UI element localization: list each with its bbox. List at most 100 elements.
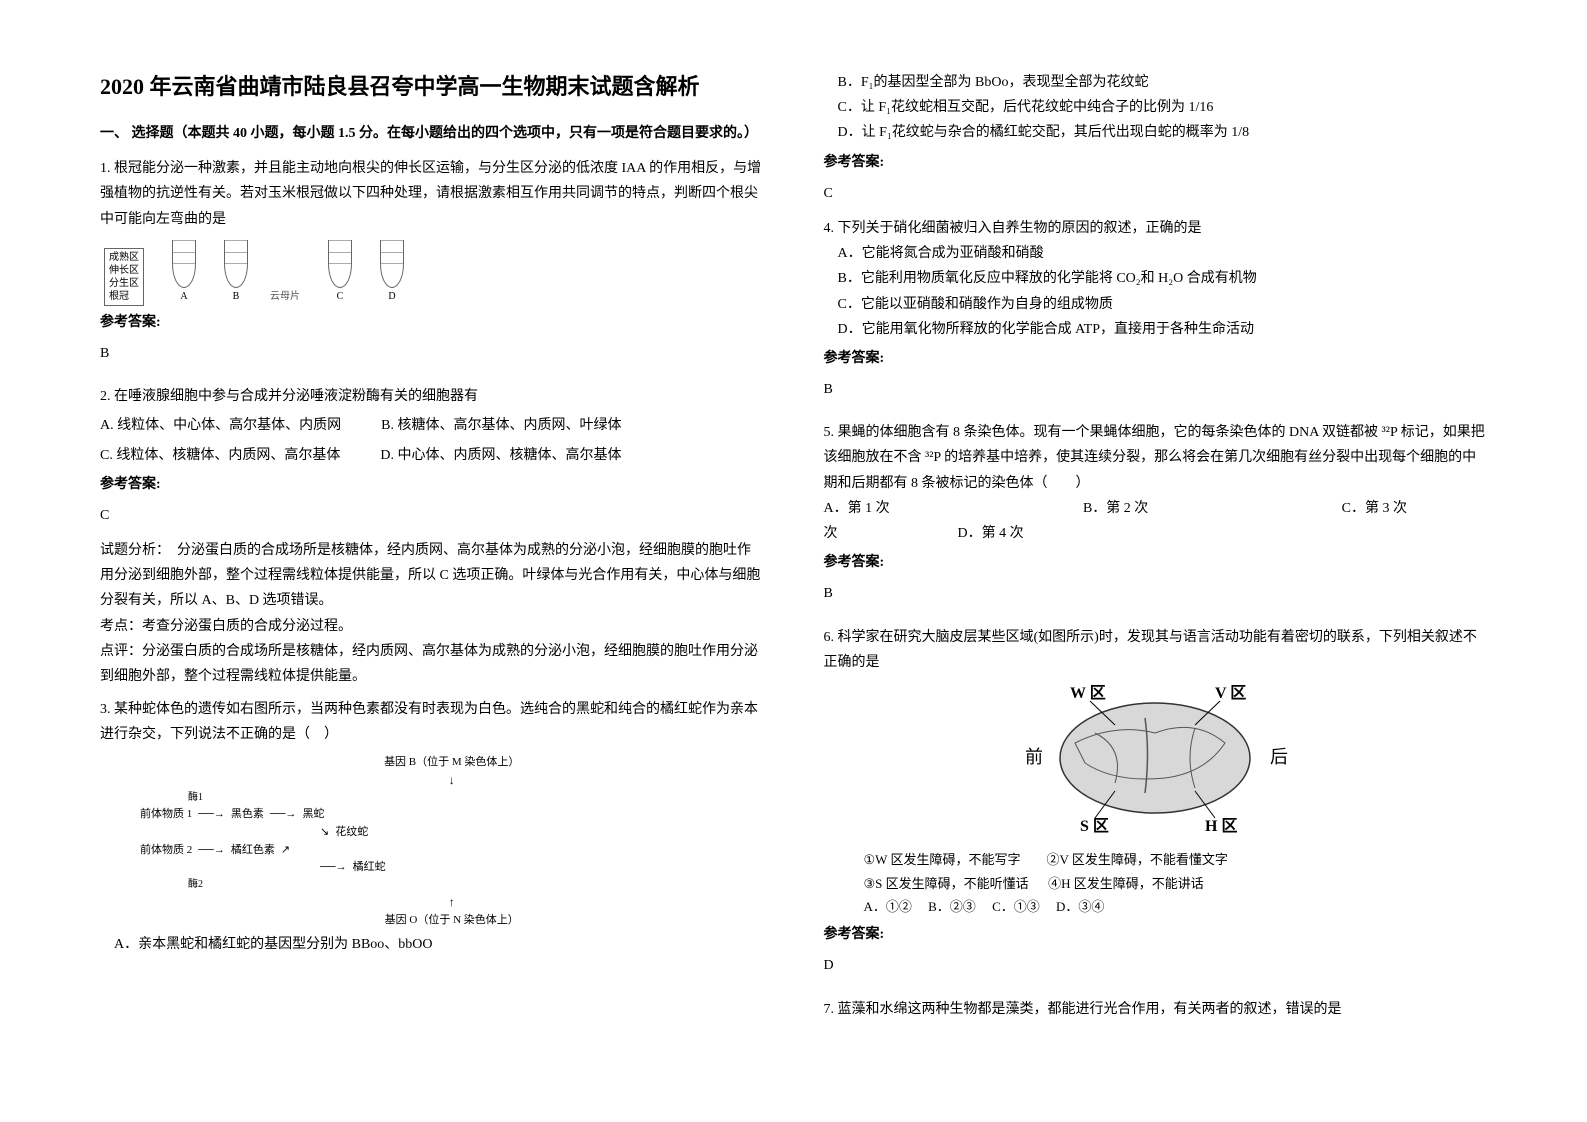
opt-a-label: A	[180, 288, 187, 306]
w-label: W 区	[1070, 684, 1106, 702]
question-1: 1. 根冠能分泌一种激素，并且能主动地向根尖的伸长区运输，与分生区分泌的低浓度 …	[100, 156, 764, 376]
arrow-right-icon: ──→	[270, 806, 297, 824]
q1-diagram: 成熟区 伸长区 分生区 根冠 A B 云母片 C	[100, 240, 764, 306]
label-mature: 成熟区	[109, 251, 139, 264]
q6-opt-a: A．①②	[864, 899, 912, 914]
precursor1: 前体物质 1	[140, 806, 192, 824]
q5-ans: B	[824, 581, 1488, 606]
question-5: 5. 果蝇的体细胞含有 8 条染色体。现有一个果蝇体细胞，它的每条染色体的 DN…	[824, 420, 1488, 616]
q5-opt-b: B．第 2 次	[1083, 496, 1148, 521]
q2-exp2: 考点：考查分泌蛋白质的合成分泌过程。	[100, 614, 764, 639]
arrow-down-icon: ↓	[140, 771, 764, 790]
q5-opt-a: A．第 1 次	[824, 496, 890, 521]
pattern-snake: 花纹蛇	[335, 824, 368, 842]
q4-opt-d: D．它能用氧化物所释放的化学能合成 ATP，直接用于各种生命活动	[824, 317, 1488, 342]
q4-opt-a: A．它能将氮合成为亚硝酸和硝酸	[824, 241, 1488, 266]
q3-opt-a: A．亲本黑蛇和橘红蛇的基因型分别为 BBoo、bbOO	[100, 932, 764, 957]
q6-s4: ④H 区发生障碍，不能讲话	[1048, 876, 1204, 891]
q3-opt-d: D．让 F₁花纹蛇与杂合的橘红蛇交配，其后代出现白蛇的概率为 1/8	[824, 120, 1488, 145]
q1-ans-label: 参考答案:	[100, 310, 764, 335]
s-label: S 区	[1080, 817, 1109, 833]
q2-opt-d: D. 中心体、内质网、核糖体、高尔基体	[380, 443, 621, 468]
question-6: 6. 科学家在研究大脑皮层某些区域(如图所示)时，发现其与语言活动功能有着密切的…	[824, 625, 1488, 989]
gene-o-label: 基因 O（位于 N 染色体上）	[140, 912, 764, 930]
q5-ci: 次	[824, 521, 838, 546]
h-label: H 区	[1205, 817, 1237, 833]
right-column: B．F₁的基因型全部为 BbOo，表现型全部为花纹蛇 C．让 F₁花纹蛇相互交配…	[824, 70, 1488, 1082]
q6-text: 6. 科学家在研究大脑皮层某些区域(如图所示)时，发现其与语言活动功能有着密切的…	[824, 625, 1488, 675]
root-d: D	[380, 240, 404, 306]
q2-text: 2. 在唾液腺细胞中参与合成并分泌唾液淀粉酶有关的细胞器有	[100, 384, 764, 409]
brain-svg-icon: W 区 V 区 S 区 H 区 前 后	[995, 683, 1315, 833]
q2-opt-c: C. 线粒体、核糖体、内质网、高尔基体	[100, 443, 340, 468]
arrow-branch-icon: ↗	[281, 842, 290, 860]
q2-opt-b: B. 核糖体、高尔基体、内质网、叶绿体	[381, 413, 621, 438]
root-c: C	[328, 240, 352, 306]
arrow-right-icon: ──→	[198, 806, 225, 824]
q6-opt-c: C．①③	[992, 899, 1040, 914]
q4-ans-label: 参考答案:	[824, 346, 1488, 371]
arrow-right-icon: ──→	[320, 859, 347, 877]
opt-d-label: D	[388, 288, 395, 306]
q2-exp3: 点评：分泌蛋白质的合成场所是核糖体，经内质网、高尔基体为成熟的分泌小泡，经细胞膜…	[100, 639, 764, 689]
question-4: 4. 下列关于硝化细菌被归入自养生物的原因的叙述，正确的是 A．它能将氮合成为亚…	[824, 216, 1488, 412]
mica-label: 云母片	[270, 288, 300, 306]
v-label: V 区	[1215, 684, 1246, 702]
q4-ans: B	[824, 377, 1488, 402]
arrow-up-icon: ↑	[140, 893, 764, 912]
q4-opt-b: B．它能利用物质氧化反应中释放的化学能将 CO₂和 H₂O 合成有机物	[824, 266, 1488, 291]
label-meristem: 分生区	[109, 277, 139, 290]
root-a: A	[172, 240, 196, 306]
enzyme2: 酶2	[140, 877, 764, 893]
question-7: 7. 蓝藻和水绵这两种生物都是藻类，都能进行光合作用，有关两者的叙述，错误的是	[824, 997, 1488, 1022]
opt-c-label: C	[337, 288, 344, 306]
arrow-right-icon: ──→	[198, 842, 225, 860]
q1-text: 1. 根冠能分泌一种激素，并且能主动地向根尖的伸长区运输，与分生区分泌的低浓度 …	[100, 156, 764, 232]
question-2: 2. 在唾液腺细胞中参与合成并分泌唾液淀粉酶有关的细胞器有 A. 线粒体、中心体…	[100, 384, 764, 689]
q5-opt-d: D．第 4 次	[958, 521, 1024, 546]
q6-diagram: W 区 V 区 S 区 H 区 前 后 ①W 区发生障碍，不能写字 ②V 区发生…	[824, 683, 1488, 918]
q5-opt-c: C．第 3 次	[1342, 496, 1407, 521]
root-b: B	[224, 240, 248, 306]
q4-text: 4. 下列关于硝化细菌被归入自养生物的原因的叙述，正确的是	[824, 216, 1488, 241]
front-label: 前	[1025, 747, 1043, 767]
enzyme1: 酶1	[140, 790, 764, 806]
q5-ans-label: 参考答案:	[824, 550, 1488, 575]
q5-text: 5. 果蝇的体细胞含有 8 条染色体。现有一个果蝇体细胞，它的每条染色体的 DN…	[824, 420, 1488, 496]
q6-s1: ①W 区发生障碍，不能写字	[864, 852, 1021, 867]
doc-title: 2020 年云南省曲靖市陆良县召夸中学高一生物期末试题含解析	[100, 70, 764, 103]
q6-s2: ②V 区发生障碍，不能看懂文字	[1046, 852, 1227, 867]
opt-b-label: B	[233, 288, 240, 306]
q6-s3: ③S 区发生障碍，不能听懂话	[864, 876, 1029, 891]
black-pigment: 黑色素	[231, 806, 264, 824]
q2-opt-a: A. 线粒体、中心体、高尔基体、内质网	[100, 413, 341, 438]
q3-ans: C	[824, 181, 1488, 206]
orange-pigment: 橘红色素	[231, 842, 275, 860]
black-snake: 黑蛇	[302, 806, 324, 824]
q1-ans: B	[100, 341, 764, 366]
q2-ans-label: 参考答案:	[100, 472, 764, 497]
q3-text: 3. 某种蛇体色的遗传如右图所示，当两种色素都没有时表现为白色。选纯合的黑蛇和纯…	[100, 697, 764, 747]
question-3: 3. 某种蛇体色的遗传如右图所示，当两种色素都没有时表现为白色。选纯合的黑蛇和纯…	[100, 697, 764, 957]
q6-ans-label: 参考答案:	[824, 922, 1488, 947]
left-column: 2020 年云南省曲靖市陆良县召夸中学高一生物期末试题含解析 一、 选择题（本题…	[100, 70, 764, 1082]
q3-opt-b: B．F₁的基因型全部为 BbOo，表现型全部为花纹蛇	[824, 70, 1488, 95]
gene-b-label: 基因 B（位于 M 染色体上）	[140, 754, 764, 772]
arrow-branch-icon: ↘	[320, 824, 329, 842]
orange-snake: 橘红蛇	[353, 859, 386, 877]
section-header: 一、 选择题（本题共 40 小题，每小题 1.5 分。在每小题给出的四个选项中，…	[100, 121, 764, 146]
q6-opt-b: B．②③	[928, 899, 976, 914]
q4-opt-c: C．它能以亚硝酸和硝酸作为自身的组成物质	[824, 292, 1488, 317]
label-elong: 伸长区	[109, 264, 139, 277]
label-rootcap: 根冠	[109, 290, 139, 303]
q3-ans-label: 参考答案:	[824, 150, 1488, 175]
q6-ans: D	[824, 953, 1488, 978]
q3-diagram: 基因 B（位于 M 染色体上） ↓ 酶1 前体物质 1 ──→ 黑色素 ──→ …	[100, 748, 764, 932]
root-region-labels: 成熟区 伸长区 分生区 根冠	[104, 248, 144, 306]
q6-opt-d: D．③④	[1056, 899, 1104, 914]
q3-opt-c: C．让 F₁花纹蛇相互交配，后代花纹蛇中纯合子的比例为 1/16	[824, 95, 1488, 120]
q2-exp1: 试题分析： 分泌蛋白质的合成场所是核糖体，经内质网、高尔基体为成熟的分泌小泡，经…	[100, 538, 764, 614]
q7-text: 7. 蓝藻和水绵这两种生物都是藻类，都能进行光合作用，有关两者的叙述，错误的是	[824, 997, 1488, 1022]
back-label: 后	[1270, 747, 1288, 767]
q2-ans: C	[100, 503, 764, 528]
